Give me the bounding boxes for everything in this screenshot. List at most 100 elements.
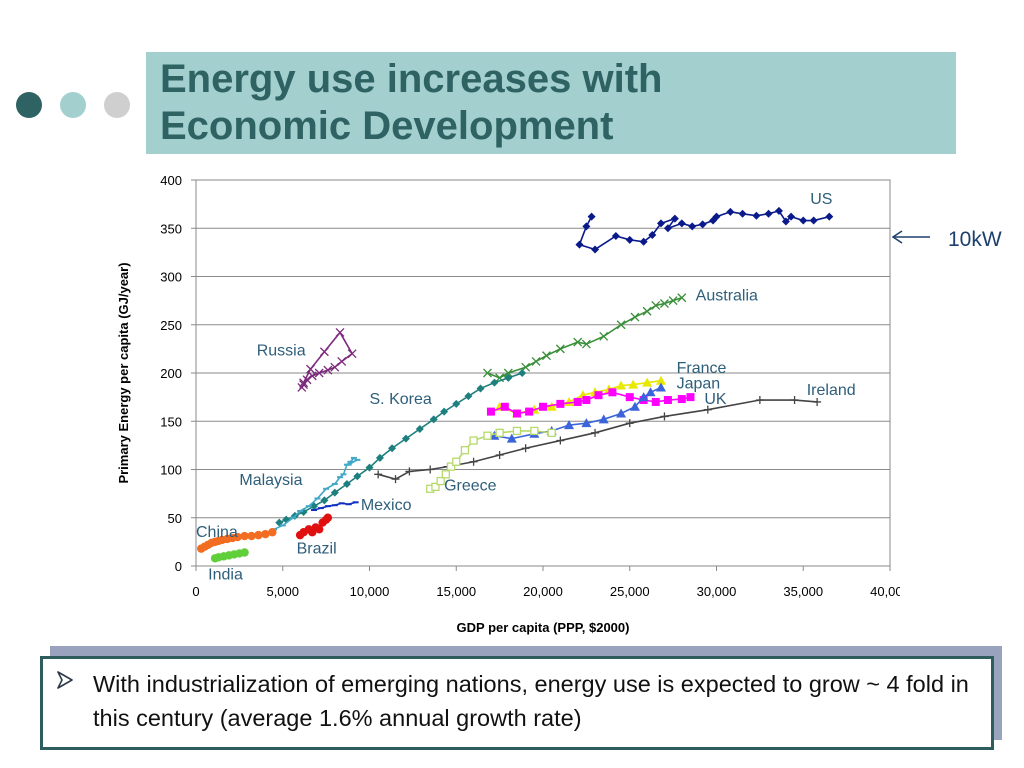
data-point: [573, 337, 583, 347]
data-point: [670, 214, 679, 223]
series-label-ireland: Ireland: [807, 382, 856, 399]
data-point: [314, 368, 324, 378]
data-point: [660, 412, 669, 421]
y-tick-label: 100: [160, 463, 182, 478]
data-point: [314, 525, 324, 534]
data-point: [703, 405, 712, 414]
series-label-greece: Greece: [444, 478, 497, 495]
bullet-text-box: With industrialization of emerging natio…: [40, 656, 994, 750]
series-australia: [483, 293, 687, 383]
series-label-brazil: Brazil: [297, 540, 337, 557]
data-point: [504, 373, 513, 382]
data-point: [726, 207, 735, 216]
series-line: [377, 399, 818, 481]
x-tick-label: 30,000: [697, 584, 737, 599]
data-point: [616, 408, 627, 418]
data-point: [306, 364, 315, 374]
data-point: [500, 402, 509, 411]
data-point: [391, 475, 400, 484]
data-point: [268, 528, 277, 537]
data-point: [629, 401, 640, 411]
data-point: [464, 392, 473, 401]
x-tick-label: 25,000: [610, 584, 650, 599]
y-tick-label: 200: [160, 366, 182, 381]
data-point: [630, 312, 640, 322]
data-point: [677, 219, 686, 228]
data-point: [353, 472, 362, 481]
data-point: [738, 209, 747, 218]
data-point: [476, 384, 485, 393]
data-point: [388, 444, 397, 453]
data-point: [247, 531, 256, 541]
series-label-s-korea: S. Korea: [370, 391, 432, 408]
x-tick-label: 10,000: [350, 584, 390, 599]
data-point: [663, 224, 672, 233]
series-china: [197, 528, 277, 553]
data-point: [337, 356, 347, 366]
scatter-chart: 0 50 100 150 200 250 300 350 400 0 5,000 10,000 15,0…: [116, 173, 900, 635]
y-tick-label: 300: [160, 270, 182, 285]
data-point: [335, 328, 345, 337]
y-tick-label: 150: [160, 414, 182, 429]
x-tick-label: 0: [192, 584, 199, 599]
x-tick-label: 20,000: [523, 584, 563, 599]
series-label-malaysia: Malaysia: [239, 472, 302, 489]
data-point: [581, 339, 591, 349]
title-line-1: Energy use increases with: [160, 57, 663, 101]
x-axis-label: GDP per capita (PPP, $2000): [457, 620, 630, 635]
data-point: [642, 377, 653, 387]
data-point: [656, 219, 665, 228]
data-point: [441, 470, 450, 479]
data-point: [556, 399, 565, 408]
data-point: [401, 434, 410, 443]
data-point: [787, 212, 796, 221]
data-point: [320, 496, 329, 505]
data-point: [582, 396, 591, 405]
data-point: [374, 470, 383, 479]
data-point: [483, 368, 492, 378]
data-point: [539, 402, 547, 411]
data-point: [452, 457, 461, 466]
data-point: [781, 217, 790, 226]
series-japan: [486, 388, 695, 418]
data-point: [405, 467, 414, 476]
data-point: [587, 212, 596, 221]
x-tick-label: 35,000: [783, 584, 823, 599]
series-russia: [297, 328, 357, 392]
data-point: [813, 397, 822, 406]
series-label-uk: UK: [704, 391, 727, 408]
data-point: [299, 380, 309, 390]
data-point: [655, 375, 666, 385]
data-point: [330, 362, 340, 372]
y-tick-label: 350: [160, 221, 182, 236]
data-point: [261, 529, 270, 539]
data-point: [638, 392, 649, 402]
series-label-us: US: [810, 191, 832, 208]
series-greece: [426, 426, 556, 493]
data-point: [774, 206, 783, 215]
data-point: [512, 409, 521, 418]
data-point: [489, 430, 500, 440]
y-tick-label: 400: [160, 173, 182, 188]
plot-area: 0 50 100 150 200 250 300 350 400 0 5,000 10,000 15,0…: [116, 173, 900, 635]
series-ireland: [374, 396, 822, 484]
y-tick-label: 50: [168, 511, 182, 526]
data-point: [625, 419, 634, 428]
data-point: [659, 299, 669, 308]
data-point: [825, 212, 834, 221]
data-point: [755, 396, 764, 405]
data-point: [525, 407, 534, 416]
data-point: [309, 502, 318, 511]
data-point: [628, 379, 639, 389]
data-point: [591, 428, 600, 437]
title-line-2: Economic Development: [160, 104, 614, 148]
data-point: [342, 479, 351, 488]
data-point: [655, 382, 666, 392]
series-label-japan: Japan: [677, 375, 721, 392]
decorative-dot: [16, 92, 42, 118]
data-point: [764, 209, 773, 218]
data-point: [506, 433, 517, 443]
data-point: [594, 391, 603, 400]
data-point: [555, 344, 565, 354]
